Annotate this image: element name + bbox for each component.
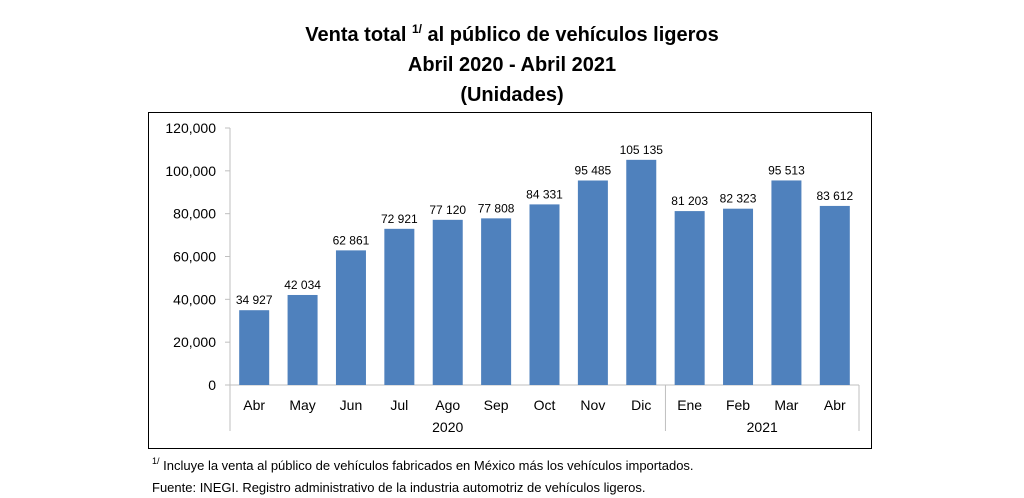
bar [239, 310, 270, 385]
y-tick-label: 0 [208, 377, 216, 393]
x-tick-label: Oct [534, 397, 556, 413]
data-label: 84 331 [526, 187, 563, 201]
data-label: 34 927 [236, 293, 273, 307]
data-label: 77 808 [478, 201, 515, 215]
data-label: 81 203 [671, 194, 708, 208]
data-label: 42 034 [284, 278, 321, 292]
x-tick-label: Abr [824, 397, 846, 413]
bar [626, 159, 657, 385]
bar [529, 204, 560, 385]
x-group-label: 2021 [747, 419, 778, 435]
bar [771, 180, 802, 385]
bar [384, 228, 415, 385]
source-note: Fuente: INEGI. Registro administrativo d… [152, 480, 646, 495]
bar-chart: 0 20,000 40,000 60,000 80,000 100,000 120,000 3… [165, 120, 860, 435]
x-tick-label: Feb [726, 397, 750, 413]
x-tick-label: Jul [390, 397, 408, 413]
chart-subtitle-units: (Unidades) [460, 84, 564, 106]
bar [577, 180, 608, 385]
x-tick-label: Sep [484, 397, 509, 413]
x-group-label: 2020 [432, 419, 463, 435]
data-label: 82 323 [720, 192, 757, 206]
x-tick-label: Ene [677, 397, 702, 413]
y-tick-label: 40,000 [173, 291, 216, 307]
data-label: 95 485 [575, 164, 612, 178]
x-tick-label: Dic [631, 397, 651, 413]
bar [481, 218, 512, 385]
footnote: 1/ Incluye la venta al público de vehícu… [152, 456, 694, 473]
bar [723, 208, 754, 385]
footnote-text: Incluye la venta al público de vehículos… [163, 458, 694, 473]
data-label: 72 921 [381, 212, 418, 226]
chart-title: Venta total 1/ al público de vehículos l… [0, 22, 1024, 47]
x-tick-label: Mar [774, 397, 798, 413]
y-tick-label: 120,000 [165, 120, 216, 136]
data-label: 77 120 [429, 203, 466, 217]
y-tick-label: 20,000 [173, 334, 216, 350]
x-tick-label: Jun [340, 397, 363, 413]
data-label: 95 513 [768, 163, 805, 177]
y-tick-label: 100,000 [165, 163, 216, 179]
x-tick-label: May [289, 397, 315, 413]
footnote-marker: 1/ [411, 22, 422, 36]
bar [335, 250, 366, 385]
chart-title-rest: al público de vehículos ligeros [427, 24, 719, 46]
bar [674, 211, 705, 385]
y-tick-label: 60,000 [173, 249, 216, 265]
bar [432, 219, 463, 385]
data-label: 62 861 [333, 233, 370, 247]
x-tick-label: Nov [580, 397, 605, 413]
x-tick-label: Ago [435, 397, 460, 413]
data-label: 83 612 [816, 189, 853, 203]
bar [819, 205, 850, 385]
bar [287, 294, 318, 385]
footnote-marker: 1/ [152, 456, 160, 466]
chart-subtitle-period: Abril 2020 - Abril 2021 [407, 54, 617, 76]
chart-frame: 0 20,000 40,000 60,000 80,000 100,000 120,000 3… [148, 112, 872, 449]
x-tick-label: Abr [243, 397, 265, 413]
chart-title-main: Venta total [305, 24, 407, 46]
y-tick-label: 80,000 [173, 206, 216, 222]
data-label: 105 135 [620, 143, 664, 157]
